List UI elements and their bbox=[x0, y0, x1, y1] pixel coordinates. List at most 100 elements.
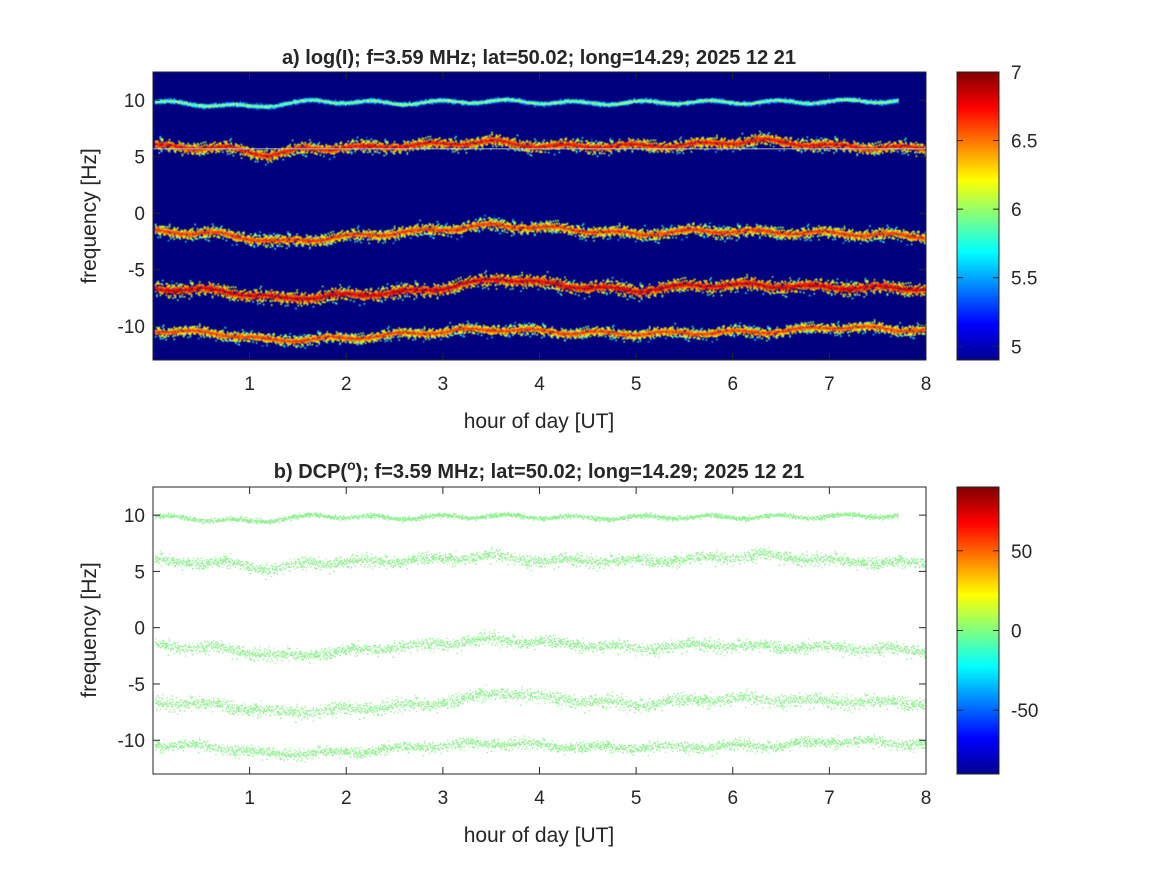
spectrogram-cell bbox=[517, 100, 520, 102]
spectrogram-cell bbox=[626, 104, 629, 107]
spectrogram-cell bbox=[282, 104, 285, 107]
spectrogram-cell bbox=[435, 101, 438, 104]
spectrogram-cell bbox=[451, 102, 454, 104]
spectrogram-cell bbox=[337, 101, 339, 104]
spectrogram-cell bbox=[221, 105, 223, 107]
spectrogram-cell bbox=[623, 102, 625, 105]
spectrogram-cell bbox=[564, 99, 566, 101]
spectrogram-cell bbox=[548, 102, 550, 105]
spectrogram-cell bbox=[601, 102, 603, 105]
spectrogram-cell bbox=[356, 103, 359, 105]
spectrogram-cell bbox=[194, 105, 196, 107]
spectrogram-cell bbox=[550, 102, 552, 105]
spectrogram-cell bbox=[676, 106, 679, 108]
spectrogram-cell bbox=[526, 102, 528, 105]
spectrogram-cell bbox=[603, 102, 606, 105]
spectrogram-cell bbox=[283, 105, 286, 108]
spectrogram-cell bbox=[363, 99, 366, 102]
spectrogram-cell bbox=[216, 105, 218, 107]
spectrogram-cell bbox=[624, 103, 627, 105]
spectrogram-cell bbox=[454, 102, 456, 105]
spectrogram-cell bbox=[427, 100, 429, 102]
spectrogram-cell bbox=[487, 101, 490, 103]
spectrogram-cell bbox=[269, 108, 272, 110]
spectrogram-cell bbox=[389, 102, 391, 105]
spectrogram-cell bbox=[366, 100, 368, 102]
spectrogram-cell bbox=[557, 102, 559, 105]
spectrogram-cell bbox=[403, 101, 405, 104]
spectrogram-cell bbox=[263, 106, 266, 108]
spectrogram-cell bbox=[158, 102, 160, 104]
spectrogram-cell bbox=[497, 100, 499, 103]
spectrogram-cell bbox=[266, 104, 268, 106]
spectrogram-cell bbox=[513, 100, 515, 102]
spectrogram-cell bbox=[377, 97, 380, 99]
spectrogram-cell bbox=[625, 102, 628, 104]
spectrogram-cell bbox=[526, 104, 528, 107]
spectrogram-cell bbox=[415, 104, 418, 107]
spectrogram-cell bbox=[612, 105, 615, 108]
spectrogram-cell bbox=[312, 98, 315, 101]
spectrogram-cell bbox=[407, 103, 410, 105]
spectrogram-cell bbox=[377, 98, 380, 101]
spectrogram-cell bbox=[667, 100, 669, 103]
spectrogram-cell bbox=[352, 102, 354, 105]
spectrogram-cell bbox=[616, 104, 618, 106]
spectrogram-cell bbox=[834, 101, 836, 104]
spectrogram-cell bbox=[563, 101, 565, 104]
spectrogram-cell bbox=[545, 101, 548, 104]
spectrogram-cell bbox=[662, 100, 665, 103]
spectrogram-cell bbox=[385, 100, 388, 102]
spectrogram-cell bbox=[193, 152, 195, 154]
spectrogram-cell bbox=[593, 104, 595, 106]
spectrogram-cell bbox=[160, 150, 163, 153]
spectrogram-cell bbox=[556, 101, 558, 103]
spectrogram-cell bbox=[434, 101, 436, 103]
spectrogram-cell bbox=[325, 99, 327, 102]
spectrogram-cell bbox=[215, 105, 217, 108]
spectrogram-cell bbox=[288, 101, 290, 103]
spectrogram-cell bbox=[425, 102, 427, 104]
spectrogram-cell bbox=[393, 104, 396, 106]
spectrogram-cell bbox=[473, 103, 476, 106]
spectrogram-cell bbox=[596, 101, 599, 104]
spectrogram-cell bbox=[182, 102, 185, 105]
spectrogram-cell bbox=[508, 98, 511, 101]
spectrogram-cell bbox=[290, 103, 293, 105]
spectrogram-cell bbox=[203, 107, 206, 110]
spectrogram-cell bbox=[665, 105, 667, 108]
spectrogram-cell bbox=[618, 101, 621, 104]
spectrogram-cell bbox=[458, 102, 461, 105]
spectrogram-cell bbox=[210, 102, 213, 105]
spectrogram-cell bbox=[537, 102, 540, 104]
spectrogram-cell bbox=[672, 102, 674, 105]
spectrogram-cell bbox=[587, 102, 589, 105]
spectrogram-cell bbox=[478, 101, 480, 104]
spectrogram-cell bbox=[294, 101, 296, 104]
spectrogram-cell bbox=[596, 103, 599, 105]
spectrogram-cell bbox=[277, 103, 280, 106]
spectrogram-cell bbox=[662, 103, 665, 106]
spectrogram-cell bbox=[359, 101, 361, 103]
spectrogram-cell bbox=[519, 99, 521, 102]
spectrogram-cell bbox=[519, 101, 521, 104]
spectrogram-cell bbox=[456, 101, 458, 104]
spectrogram-cell bbox=[276, 104, 279, 107]
spectrogram-cell bbox=[401, 106, 404, 109]
spectrogram-cell bbox=[498, 96, 500, 99]
spectrogram-cell bbox=[679, 102, 681, 104]
spectrogram-cell bbox=[233, 104, 236, 107]
spectrogram-cell bbox=[313, 97, 316, 100]
spectrogram-cell bbox=[262, 106, 265, 109]
spectrogram-cell bbox=[408, 102, 411, 105]
spectrogram-cell bbox=[374, 98, 376, 101]
spectrogram-cell bbox=[644, 98, 646, 100]
spectrogram-cell bbox=[582, 102, 585, 104]
spectrogram-cell bbox=[330, 100, 332, 102]
spectrogram-cell bbox=[524, 103, 527, 105]
spectrogram-cell bbox=[372, 101, 375, 103]
spectrogram-cell bbox=[354, 100, 356, 103]
spectrogram-cell bbox=[636, 102, 638, 104]
spectrogram-cell bbox=[594, 101, 596, 103]
spectrogram-cell bbox=[199, 104, 201, 107]
